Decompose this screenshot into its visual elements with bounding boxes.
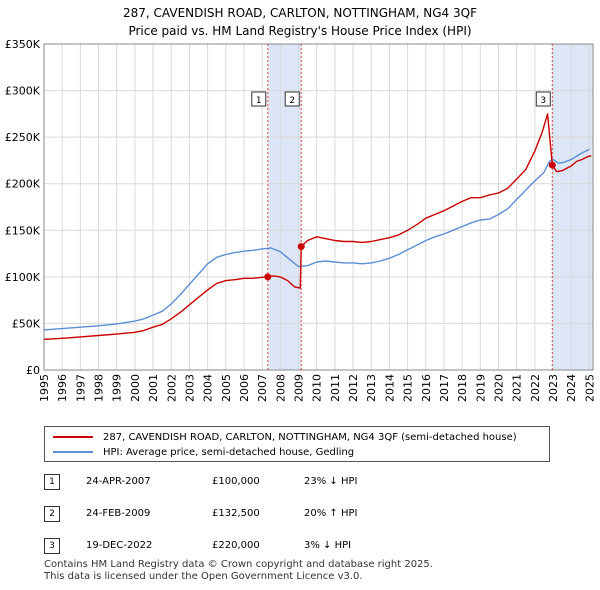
x-tick-label: 2004 [202, 374, 215, 402]
transaction-point [297, 243, 305, 251]
transaction-price: £100,000 [212, 476, 260, 487]
transaction-number: 1 [44, 474, 60, 490]
transaction-hpi-diff: 3% ↓ HPI [304, 540, 352, 551]
transaction-price: £220,000 [212, 540, 260, 551]
plot-frame [43, 43, 594, 371]
table-row: 3 19-DEC-2022 £220,000 3% ↓ HPI [44, 538, 404, 556]
x-tick-label: 1999 [111, 374, 124, 402]
transaction-number: 3 [44, 538, 60, 554]
table-row: 2 24-FEB-2009 £132,500 20% ↑ HPI [44, 506, 404, 524]
x-tick-label: 2024 [565, 374, 578, 402]
y-tick-label: £100K [5, 271, 41, 284]
price-chart: £0 £50K £100K £150K £200K £250K £300K £350K 1995… [5, 38, 597, 402]
chart-legend: 287, CAVENDISH ROAD, CARLTON, NOTTINGHAM… [44, 426, 550, 462]
table-row: 1 24-APR-2007 £100,000 23% ↓ HPI [44, 474, 404, 492]
transaction-label: 3 [540, 96, 546, 106]
x-tick-label: 2017 [438, 374, 451, 402]
property-price-line [43, 113, 592, 340]
shaded-period [552, 44, 593, 370]
x-tick-label: 2014 [383, 374, 396, 402]
legend-swatch-property [53, 436, 93, 438]
x-tick-label: 1998 [93, 374, 106, 402]
transaction-point [548, 161, 556, 169]
y-tick-label: £150K [5, 224, 41, 237]
x-tick-label: 2005 [220, 374, 233, 402]
x-tick-label: 2009 [293, 374, 306, 402]
x-tick-label: 2001 [147, 374, 160, 402]
legend-label-hpi: HPI: Average price, semi-detached house,… [103, 446, 355, 458]
transaction-label: 1 [256, 96, 262, 106]
hpi-line [43, 148, 590, 331]
transaction-point [264, 273, 272, 281]
x-tick-label: 2012 [347, 374, 360, 402]
x-tick-label: 2019 [474, 374, 487, 402]
x-tick-label: 2016 [420, 374, 433, 402]
transaction-label-box [284, 91, 300, 107]
legend-swatch-hpi [53, 451, 93, 453]
chart-subtitle: Price paid vs. HM Land Registry's House … [128, 24, 472, 38]
transaction-date: 19-DEC-2022 [86, 540, 153, 551]
x-tick-label: 2000 [129, 374, 142, 402]
transaction-hpi-diff: 20% ↑ HPI [304, 508, 358, 519]
x-tick-label: 2018 [456, 374, 469, 402]
x-tick-label: 2020 [492, 374, 505, 402]
y-tick-label: £200K [5, 178, 41, 191]
x-tick-label: 2021 [511, 374, 524, 402]
legend-item-property: 287, CAVENDISH ROAD, CARLTON, NOTTINGHAM… [53, 430, 517, 444]
transaction-hpi-diff: 23% ↓ HPI [304, 476, 358, 487]
x-tick-label: 2002 [165, 374, 178, 402]
x-tick-label: 2025 [583, 374, 596, 402]
legend-label-property: 287, CAVENDISH ROAD, CARLTON, NOTTINGHAM… [103, 431, 517, 443]
legend-item-hpi: HPI: Average price, semi-detached house,… [53, 445, 354, 459]
footer-copyright: Contains HM Land Registry data © Crown c… [44, 559, 433, 570]
transaction-number: 2 [44, 506, 60, 522]
x-tick-label: 2015 [402, 374, 415, 402]
y-tick-label: £250K [5, 131, 41, 144]
x-tick-label: 2007 [256, 374, 269, 402]
x-tick-label: 2008 [274, 374, 287, 402]
x-tick-label: 1996 [56, 374, 69, 402]
transaction-date: 24-FEB-2009 [86, 508, 151, 519]
transaction-label-box [535, 91, 551, 107]
x-tick-label: 2006 [238, 374, 251, 402]
x-tick-label: 2003 [183, 374, 196, 402]
chart-title: 287, CAVENDISH ROAD, CARLTON, NOTTINGHAM… [123, 6, 477, 20]
x-tick-label: 2011 [329, 374, 342, 402]
y-tick-label: £350K [5, 38, 41, 51]
x-tick-label: 1995 [38, 374, 51, 402]
x-tick-label: 2023 [547, 374, 560, 402]
footer-license: This data is licensed under the Open Gov… [44, 571, 363, 582]
x-tick-label: 2013 [365, 374, 378, 402]
y-tick-label: £0 [26, 364, 40, 377]
transaction-label-box [251, 91, 267, 107]
transaction-date: 24-APR-2007 [86, 476, 151, 487]
x-tick-label: 1997 [74, 374, 87, 402]
y-tick-label: £50K [12, 317, 41, 330]
transaction-label: 2 [289, 96, 295, 106]
y-tick-label: £300K [5, 85, 41, 98]
x-tick-label: 2010 [311, 374, 324, 402]
transaction-price: £132,500 [212, 508, 260, 519]
x-tick-label: 2022 [529, 374, 542, 402]
